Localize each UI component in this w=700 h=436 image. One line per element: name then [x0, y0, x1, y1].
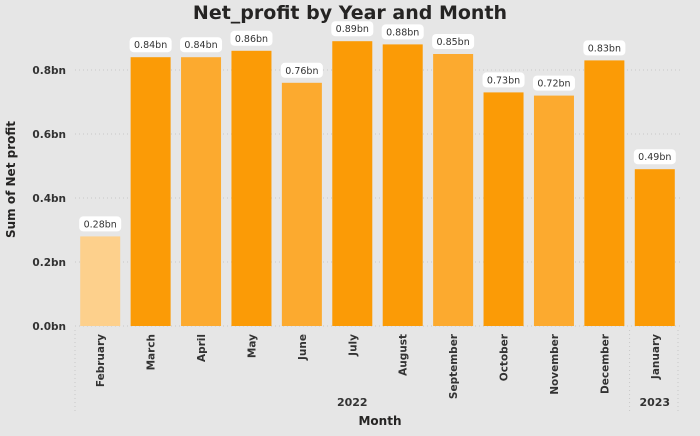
data-label: 0.88bn — [386, 27, 419, 38]
data-label: 0.86bn — [235, 34, 268, 45]
data-label-bg — [583, 40, 626, 56]
bar — [130, 57, 171, 326]
data-label: 0.72bn — [537, 79, 570, 90]
bar — [533, 95, 574, 326]
y-tick-label: 0.4bn — [32, 193, 66, 205]
y-tick-label: 0.6bn — [32, 129, 66, 141]
data-label: 0.89bn — [336, 24, 369, 35]
x-tick-label: August — [398, 334, 410, 376]
bar — [634, 169, 675, 326]
bar — [483, 92, 524, 327]
x-axis-title: Month — [358, 414, 402, 428]
data-label: 0.84bn — [184, 40, 217, 51]
data-label: 0.85bn — [437, 37, 470, 48]
x-tick-label: February — [95, 334, 107, 387]
data-label-bg — [79, 216, 122, 232]
data-label-bg — [230, 30, 273, 46]
x-tick-label: March — [146, 334, 158, 370]
data-label-bg — [280, 62, 323, 78]
data-label: 0.76bn — [285, 66, 318, 77]
data-label: 0.49bn — [638, 152, 671, 163]
x-tick-label: December — [599, 333, 611, 394]
chart-title: Net_profit by Year and Month — [192, 2, 508, 24]
data-label: 0.73bn — [487, 75, 520, 86]
year-label: 2022 — [337, 396, 368, 409]
data-label-bg — [532, 75, 575, 91]
data-label-bg — [129, 37, 172, 53]
data-label: 0.83bn — [588, 43, 621, 54]
y-tick-label: 0.0bn — [32, 321, 66, 333]
x-tick-label: June — [297, 334, 309, 361]
bar — [382, 44, 423, 327]
year-label: 2023 — [639, 396, 670, 409]
x-tick-label: October — [499, 333, 511, 381]
data-label-bg — [633, 149, 676, 165]
data-label: 0.28bn — [84, 219, 117, 230]
y-tick-label: 0.8bn — [32, 65, 66, 77]
x-tick-label: November — [549, 333, 561, 395]
bar — [332, 41, 373, 326]
bar — [181, 57, 222, 326]
bar — [80, 236, 121, 326]
bar — [231, 50, 272, 327]
bar — [584, 60, 625, 327]
bar — [281, 82, 322, 326]
data-label-bg — [432, 34, 475, 49]
bar — [433, 54, 474, 326]
data-label-bg — [331, 21, 374, 37]
data-label-bg — [381, 24, 424, 40]
x-tick-label: July — [347, 334, 359, 357]
data-label-bg — [180, 37, 223, 53]
x-tick-label: January — [650, 334, 662, 380]
x-tick-label: May — [246, 334, 258, 358]
x-tick-label: April — [196, 334, 208, 362]
data-label-bg — [482, 72, 525, 88]
data-label: 0.84bn — [134, 40, 167, 51]
y-tick-label: 0.2bn — [32, 257, 66, 269]
x-tick-label: September — [448, 333, 460, 399]
